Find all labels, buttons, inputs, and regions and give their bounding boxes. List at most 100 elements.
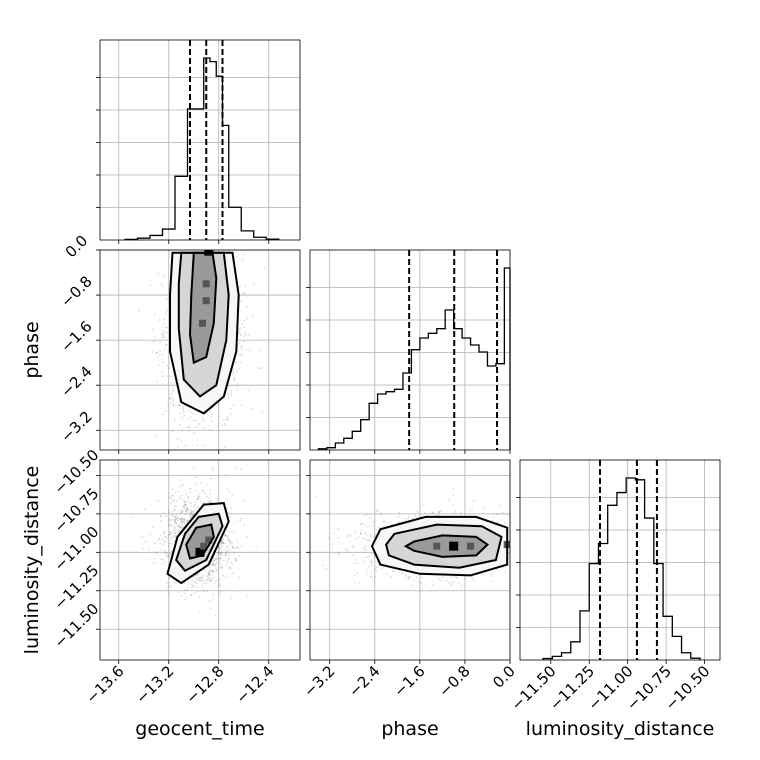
scatter-point <box>181 521 184 523</box>
scatter-point <box>240 545 243 548</box>
y-tick-label: −0.8 <box>57 272 95 310</box>
scatter-point <box>169 397 172 400</box>
x-tick-label: −12.4 <box>232 662 277 707</box>
scatter-point <box>218 568 221 571</box>
scatter-point <box>244 349 247 352</box>
scatter-point <box>360 523 362 526</box>
scatter-point <box>222 538 225 540</box>
scatter-point <box>227 419 230 421</box>
scatter-point <box>458 582 461 584</box>
scatter-point <box>201 577 204 580</box>
scatter-point <box>179 518 182 521</box>
scatter-point <box>456 576 459 579</box>
scatter-point <box>221 423 224 426</box>
scatter-point <box>180 454 182 456</box>
scatter-point <box>154 434 157 437</box>
scatter-point <box>161 559 164 561</box>
scatter-point <box>184 518 187 521</box>
scatter-point <box>197 423 200 426</box>
scatter-point <box>235 539 238 542</box>
scatter-point <box>332 532 335 535</box>
scatter-point <box>226 550 229 552</box>
scatter-point <box>177 512 180 515</box>
scatter-point <box>341 543 344 545</box>
scatter-point <box>196 577 198 580</box>
scatter-point <box>249 349 252 352</box>
scatter-point <box>227 393 229 396</box>
scatter-point <box>218 415 221 417</box>
scatter-point <box>227 531 230 533</box>
density-peak <box>195 547 205 557</box>
scatter-point <box>363 546 366 549</box>
scatter-point <box>167 554 170 557</box>
scatter-point <box>156 552 159 555</box>
scatter-point <box>438 511 441 513</box>
scatter-point <box>184 503 187 506</box>
scatter-point <box>180 511 183 514</box>
scatter-point <box>233 551 236 554</box>
scatter-point <box>219 556 222 559</box>
scatter-point <box>195 482 198 485</box>
scatter-point <box>190 594 193 597</box>
scatter-point <box>161 337 164 339</box>
scatter-point <box>227 534 229 537</box>
scatter-point <box>198 248 200 250</box>
scatter-point <box>174 519 176 522</box>
scatter-point <box>207 242 209 244</box>
scatter-point <box>205 242 207 244</box>
scatter-point <box>168 367 171 370</box>
contour-line <box>185 523 215 560</box>
scatter-point <box>185 509 188 512</box>
scatter-point <box>353 574 356 577</box>
scatter-point <box>379 513 382 515</box>
scatter-point <box>255 545 258 548</box>
scatter-point <box>227 535 230 538</box>
scatter-point <box>190 593 193 596</box>
scatter-point <box>163 531 166 533</box>
scatter-point <box>338 541 341 544</box>
scatter-point <box>174 581 176 584</box>
scatter-point <box>161 563 164 565</box>
scatter-point <box>198 595 201 598</box>
scatter-point <box>203 568 206 571</box>
scatter-point <box>197 498 199 501</box>
scatter-point <box>243 319 245 322</box>
scatter-point <box>163 550 166 552</box>
scatter-point <box>169 525 172 528</box>
scatter-point <box>165 326 168 328</box>
scatter-point <box>236 590 239 593</box>
scatter-point <box>208 574 211 577</box>
scatter-point <box>208 500 211 503</box>
scatter-point <box>205 495 208 498</box>
scatter-point <box>243 523 245 526</box>
scatter-point <box>212 576 215 579</box>
scatter-point <box>190 416 193 418</box>
scatter-point <box>183 503 186 506</box>
x-tick-label: −0.8 <box>435 662 473 700</box>
panel-frame <box>519 459 721 661</box>
scatter-point <box>438 514 440 517</box>
scatter-point <box>164 551 167 554</box>
scatter-point <box>247 389 250 391</box>
scatter-point <box>187 519 189 522</box>
scatter-point <box>210 477 212 480</box>
scatter-point <box>421 577 423 580</box>
scatter-point <box>157 540 160 542</box>
scatter-point <box>165 555 168 558</box>
scatter-point <box>164 536 167 539</box>
scatter-point <box>189 488 191 490</box>
scatter-point <box>419 590 422 593</box>
hist-panel-geocent_time <box>96 39 301 244</box>
scatter-point <box>193 242 195 244</box>
scatter-point <box>226 415 229 418</box>
scatter-point <box>174 520 176 523</box>
scatter-point <box>184 592 187 595</box>
contour-line <box>385 523 503 569</box>
scatter-point <box>181 510 184 513</box>
scatter-point <box>182 406 185 408</box>
scatter-point <box>219 583 221 585</box>
scatter-point <box>197 576 200 579</box>
scatter-point <box>228 384 231 387</box>
density-peak <box>205 536 213 544</box>
scatter-point <box>172 518 175 521</box>
